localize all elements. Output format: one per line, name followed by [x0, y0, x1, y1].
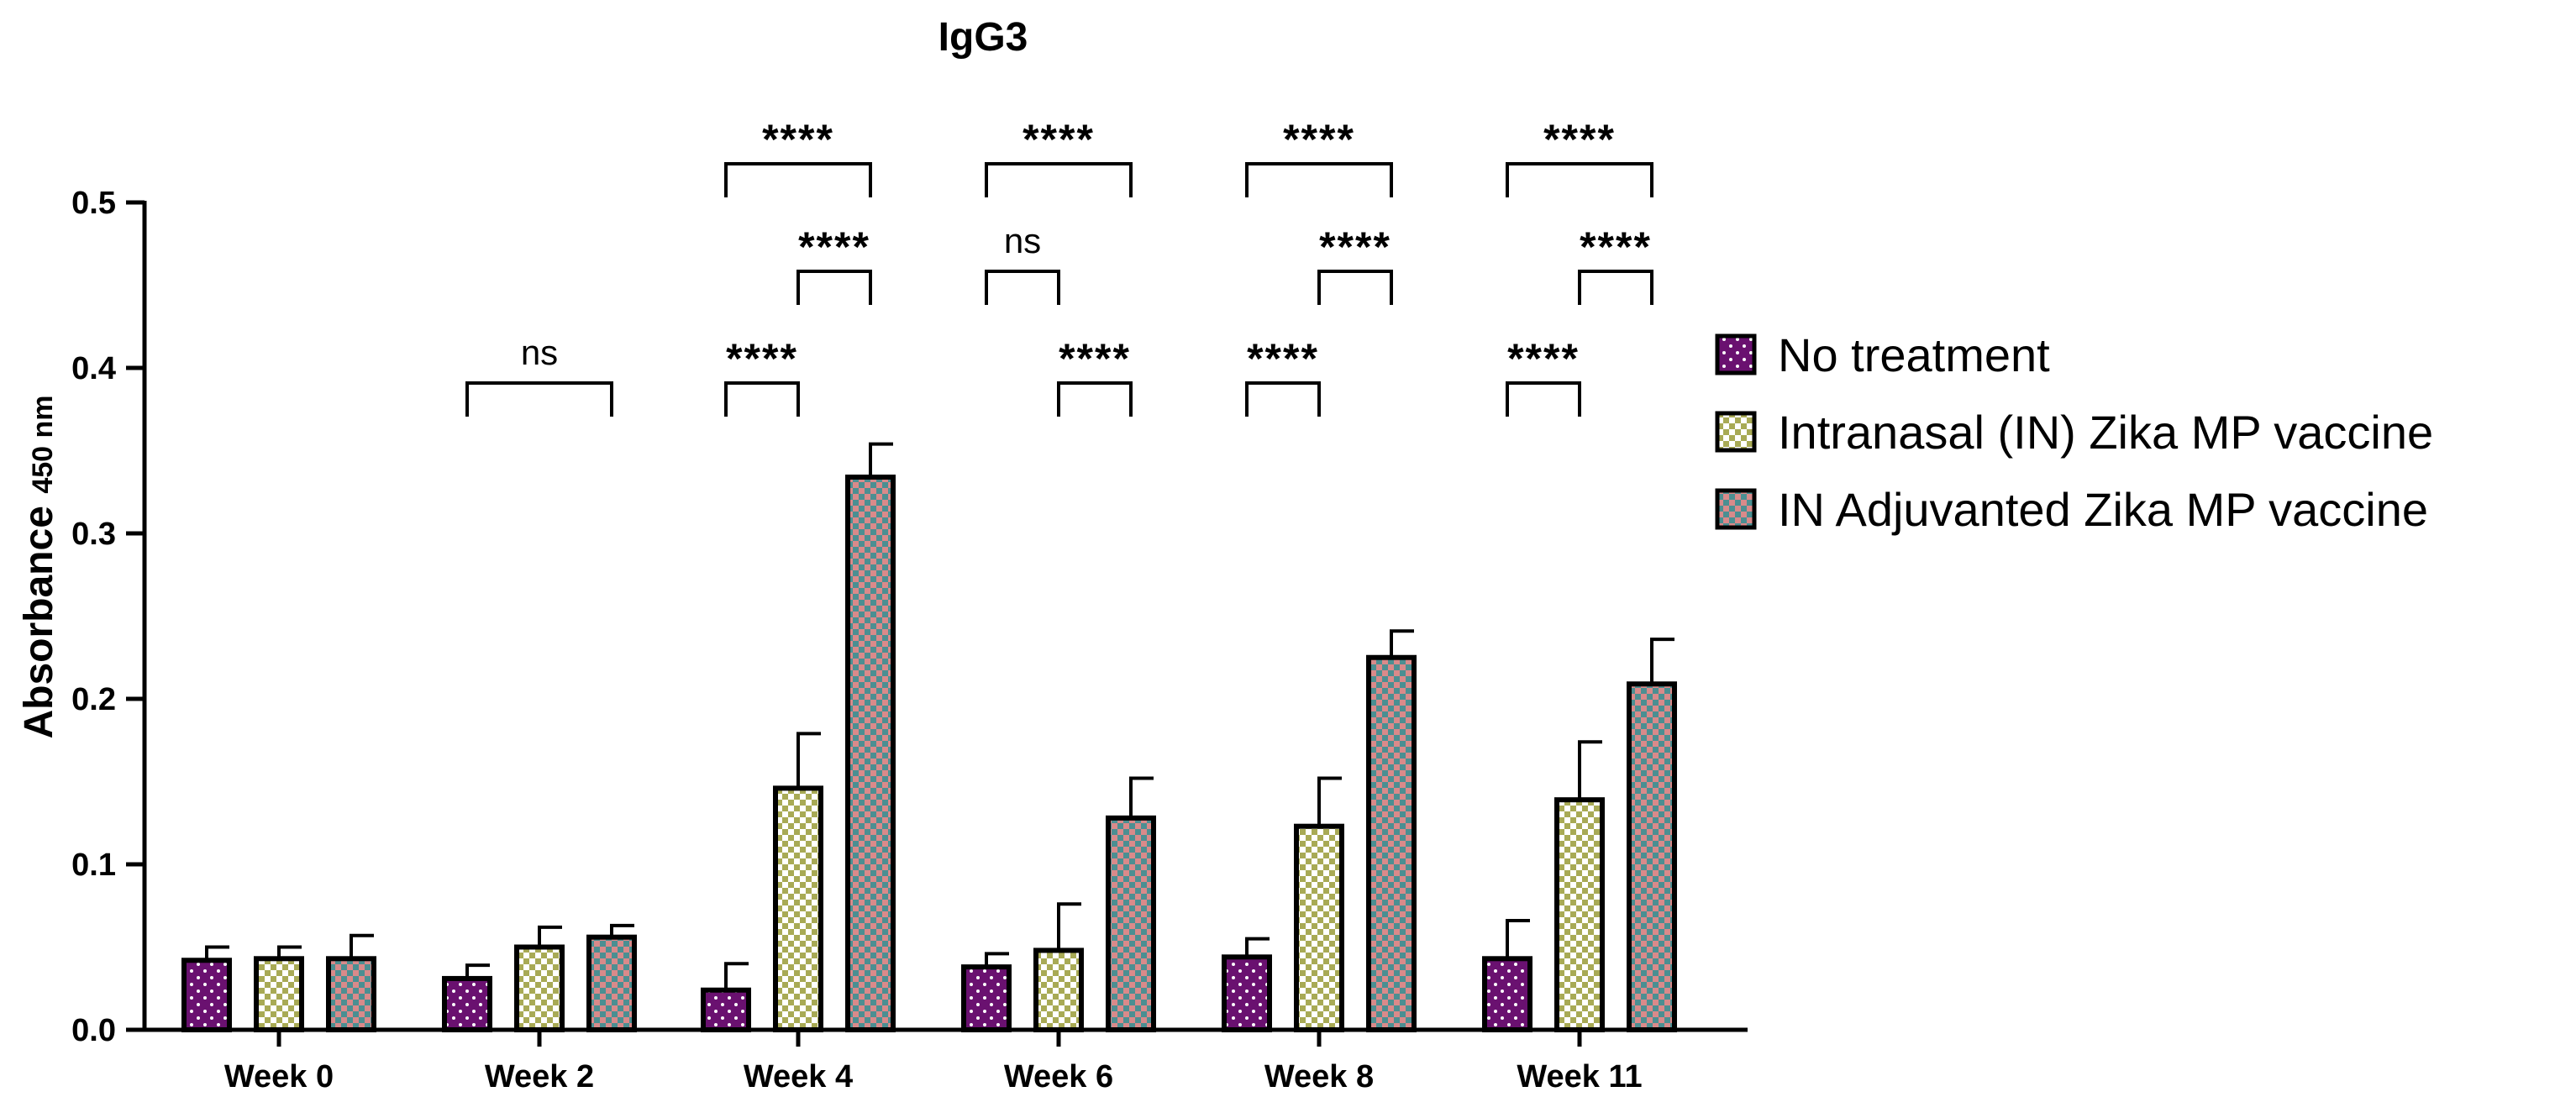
- bar: [773, 785, 823, 1032]
- y-tick-label: 0.1: [71, 848, 116, 883]
- significance-bracket: [1317, 270, 1393, 305]
- significance-label: ns: [521, 333, 558, 372]
- significance-label: ****: [1319, 223, 1391, 270]
- x-tick-label: Week 11: [1517, 1059, 1642, 1094]
- legend-label: No treatment: [1778, 328, 2050, 381]
- bar: [961, 964, 1012, 1033]
- svg-text:Absorbance 450 nm: Absorbance 450 nm: [17, 395, 61, 738]
- bar: [326, 956, 376, 1033]
- bar: [1222, 954, 1272, 1032]
- x-tick-label: Week 6: [1004, 1059, 1113, 1094]
- legend-swatch: [1715, 411, 1757, 453]
- bar: [845, 475, 896, 1032]
- y-tick-label: 0.0: [71, 1013, 116, 1048]
- legend: No treatment Intranasal (IN) Zika MP vacc…: [1715, 328, 2433, 536]
- bar: [1627, 681, 1677, 1033]
- y-axis-label: Absorbance 450 nm: [17, 395, 61, 738]
- significance-bracket: [1506, 162, 1653, 197]
- significance-label: ns: [1004, 221, 1041, 260]
- y-axis-label-subscript: 450 nm: [27, 395, 59, 493]
- bar: [1482, 956, 1532, 1033]
- bar: [1294, 823, 1344, 1032]
- significance-brackets: ns **** **** **** **** ns **** **** **** **** ****…: [465, 116, 1653, 417]
- axes: 0.0 0.1 0.2 0.3 0.4 0.5 Week 0 Week 2 Week 4 Week…: [71, 186, 1748, 1094]
- significance-label: ****: [798, 223, 870, 270]
- significance-label: ****: [762, 116, 834, 163]
- x-tick-label: Week 2: [485, 1059, 594, 1094]
- x-tick-label: Week 8: [1264, 1059, 1374, 1094]
- significance-label: ****: [1247, 335, 1319, 382]
- x-tick-label: Week 0: [224, 1059, 334, 1094]
- significance-bracket: [724, 381, 800, 417]
- significance-bracket: [465, 381, 613, 417]
- x-tick-label: Week 4: [744, 1059, 853, 1094]
- significance-bracket: [1057, 381, 1133, 417]
- bar: [514, 944, 565, 1032]
- significance-bracket: [985, 162, 1133, 197]
- bars: [181, 442, 1677, 1033]
- bar: [1106, 815, 1156, 1033]
- significance-bracket: [1245, 381, 1321, 417]
- legend-label: Intranasal (IN) Zika MP vaccine: [1778, 406, 2433, 459]
- y-tick-label: 0.5: [71, 186, 116, 221]
- bar: [442, 975, 492, 1033]
- bar: [701, 987, 751, 1032]
- significance-label: ****: [1023, 116, 1095, 163]
- significance-bracket: [985, 270, 1060, 305]
- significance-label: ****: [1580, 223, 1652, 270]
- significance-bracket: [1506, 381, 1581, 417]
- y-tick-label: 0.2: [71, 682, 116, 717]
- y-tick-label: 0.3: [71, 517, 116, 552]
- legend-label: IN Adjuvanted Zika MP vaccine: [1778, 483, 2428, 536]
- significance-label: ****: [1543, 116, 1616, 163]
- significance-bracket: [1245, 162, 1393, 197]
- legend-swatch: [1715, 488, 1757, 530]
- chart-title: IgG3: [938, 15, 1028, 60]
- bar: [1554, 797, 1605, 1032]
- significance-bracket: [796, 270, 872, 305]
- significance-label: ****: [1507, 335, 1580, 382]
- bar: [586, 934, 637, 1033]
- significance-label: ****: [1059, 335, 1131, 382]
- significance-label: ****: [1283, 116, 1355, 163]
- y-axis-label-text: Absorbance: [17, 506, 61, 738]
- significance-bracket: [1578, 270, 1653, 305]
- bar: [1366, 654, 1417, 1032]
- legend-swatch: [1715, 333, 1757, 375]
- bar: [181, 958, 232, 1033]
- bar: [1033, 947, 1084, 1032]
- bar: [254, 956, 304, 1033]
- y-tick-label: 0.4: [71, 351, 116, 386]
- significance-label: ****: [726, 335, 798, 382]
- significance-bracket: [724, 162, 872, 197]
